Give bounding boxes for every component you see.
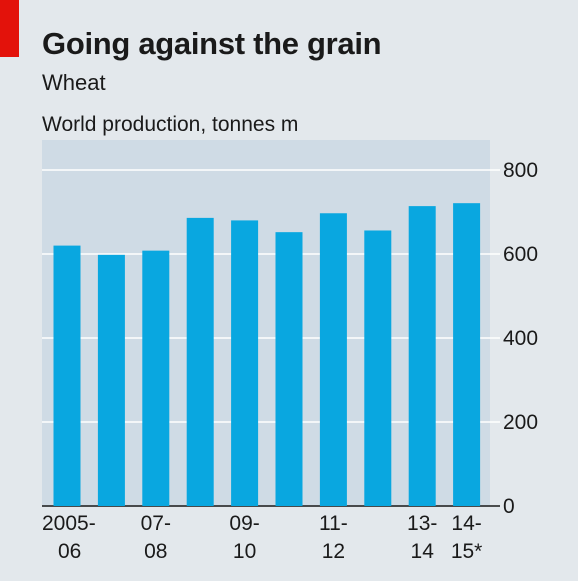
- y-tick-label: 200: [503, 411, 538, 434]
- x-tick-label: 13-: [407, 512, 437, 535]
- x-axis-ticks: 2005- 06 07- 08 09- 10 11- 12 13- 14 14- 15*: [42, 512, 482, 563]
- bar-2005-06: [53, 245, 81, 506]
- x-tick-label: 14-: [451, 512, 481, 535]
- bar-2008-09: [186, 217, 214, 506]
- x-tick-label: 09-: [229, 512, 259, 535]
- x-tick-label: 11-: [319, 512, 348, 535]
- x-tick-label: 08: [144, 540, 167, 563]
- bar-2006-07: [97, 254, 125, 506]
- bar-2014-15*: [453, 203, 481, 506]
- x-tick-label: 06: [58, 540, 81, 563]
- y-axis-ticks: 0 200 400 600 800: [503, 159, 538, 518]
- y-tick-label: 800: [503, 159, 538, 182]
- x-tick-label: 10: [233, 540, 256, 563]
- bar-2010-11: [275, 232, 303, 506]
- x-tick-label: 15*: [451, 540, 483, 563]
- bar-2007-08: [142, 250, 170, 506]
- bar-2009-10: [231, 220, 259, 506]
- x-tick-label: 07-: [141, 512, 171, 535]
- bars: [53, 203, 481, 507]
- chart-title: Going against the grain: [42, 26, 382, 61]
- x-tick-label: 2005-: [42, 512, 96, 535]
- x-tick-label: 12: [322, 540, 345, 563]
- x-tick-label: 14: [411, 540, 435, 563]
- y-tick-label: 400: [503, 327, 538, 350]
- bar-2011-12: [319, 213, 347, 506]
- chart-subtitle: Wheat: [42, 70, 106, 95]
- bar-2013-14: [408, 206, 436, 506]
- y-tick-label: 600: [503, 243, 538, 266]
- y-axis-label: World production, tonnes m: [42, 113, 299, 136]
- y-tick-label: 0: [503, 495, 515, 518]
- brand-tab: [0, 0, 19, 57]
- bar-2012-13: [364, 230, 392, 507]
